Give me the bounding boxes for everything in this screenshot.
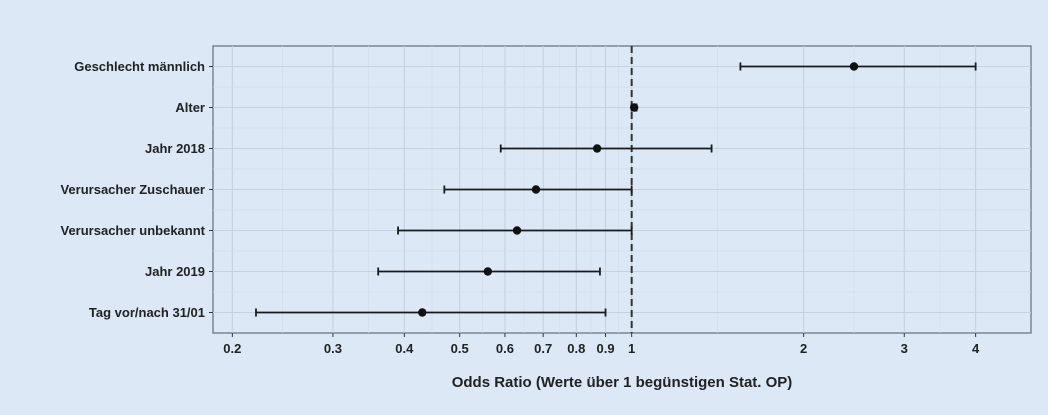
category-label: Geschlecht männlich <box>74 59 205 74</box>
category-label: Jahr 2018 <box>145 141 205 156</box>
x-tick-label: 0.7 <box>534 341 552 356</box>
estimate-point <box>629 103 639 112</box>
category-labels: Geschlecht männlich Alter Jahr 2018 Verursa… <box>60 59 213 320</box>
estimate-point <box>592 144 602 153</box>
x-tick-label: 2 <box>800 341 807 356</box>
x-tick-label: 4 <box>972 341 980 356</box>
category-label: Verursacher Zuschauer <box>60 182 205 197</box>
confidence-intervals <box>255 62 977 317</box>
x-axis-title: Odds Ratio (Werte über 1 begünstigen Sta… <box>452 374 793 391</box>
x-tick-label: 0.9 <box>596 341 614 356</box>
x-tick-label: 0.3 <box>324 341 342 356</box>
x-tick-label: 0.5 <box>451 341 469 356</box>
x-tick-label: 0.6 <box>496 341 514 356</box>
x-axis-ticks: 0.2 0.3 0.4 0.5 0.6 0.7 0.8 0.9 1 2 3 4 <box>223 333 980 356</box>
category-label: Alter <box>175 100 205 115</box>
category-label: Jahr 2019 <box>145 264 205 279</box>
estimate-point <box>531 185 541 194</box>
x-tick-label: 0.2 <box>223 341 241 356</box>
x-tick-label: 0.4 <box>395 341 414 356</box>
x-tick-label: 1 <box>628 341 635 356</box>
x-tick-label: 0.8 <box>567 341 585 356</box>
estimate-point <box>418 308 427 317</box>
estimate-point <box>483 267 493 276</box>
category-label: Tag vor/nach 31/01 <box>89 305 205 320</box>
estimate-point <box>512 226 522 235</box>
estimate-point <box>849 62 859 71</box>
x-tick-label: 3 <box>901 341 908 356</box>
category-label: Verursacher unbekannt <box>61 223 206 238</box>
